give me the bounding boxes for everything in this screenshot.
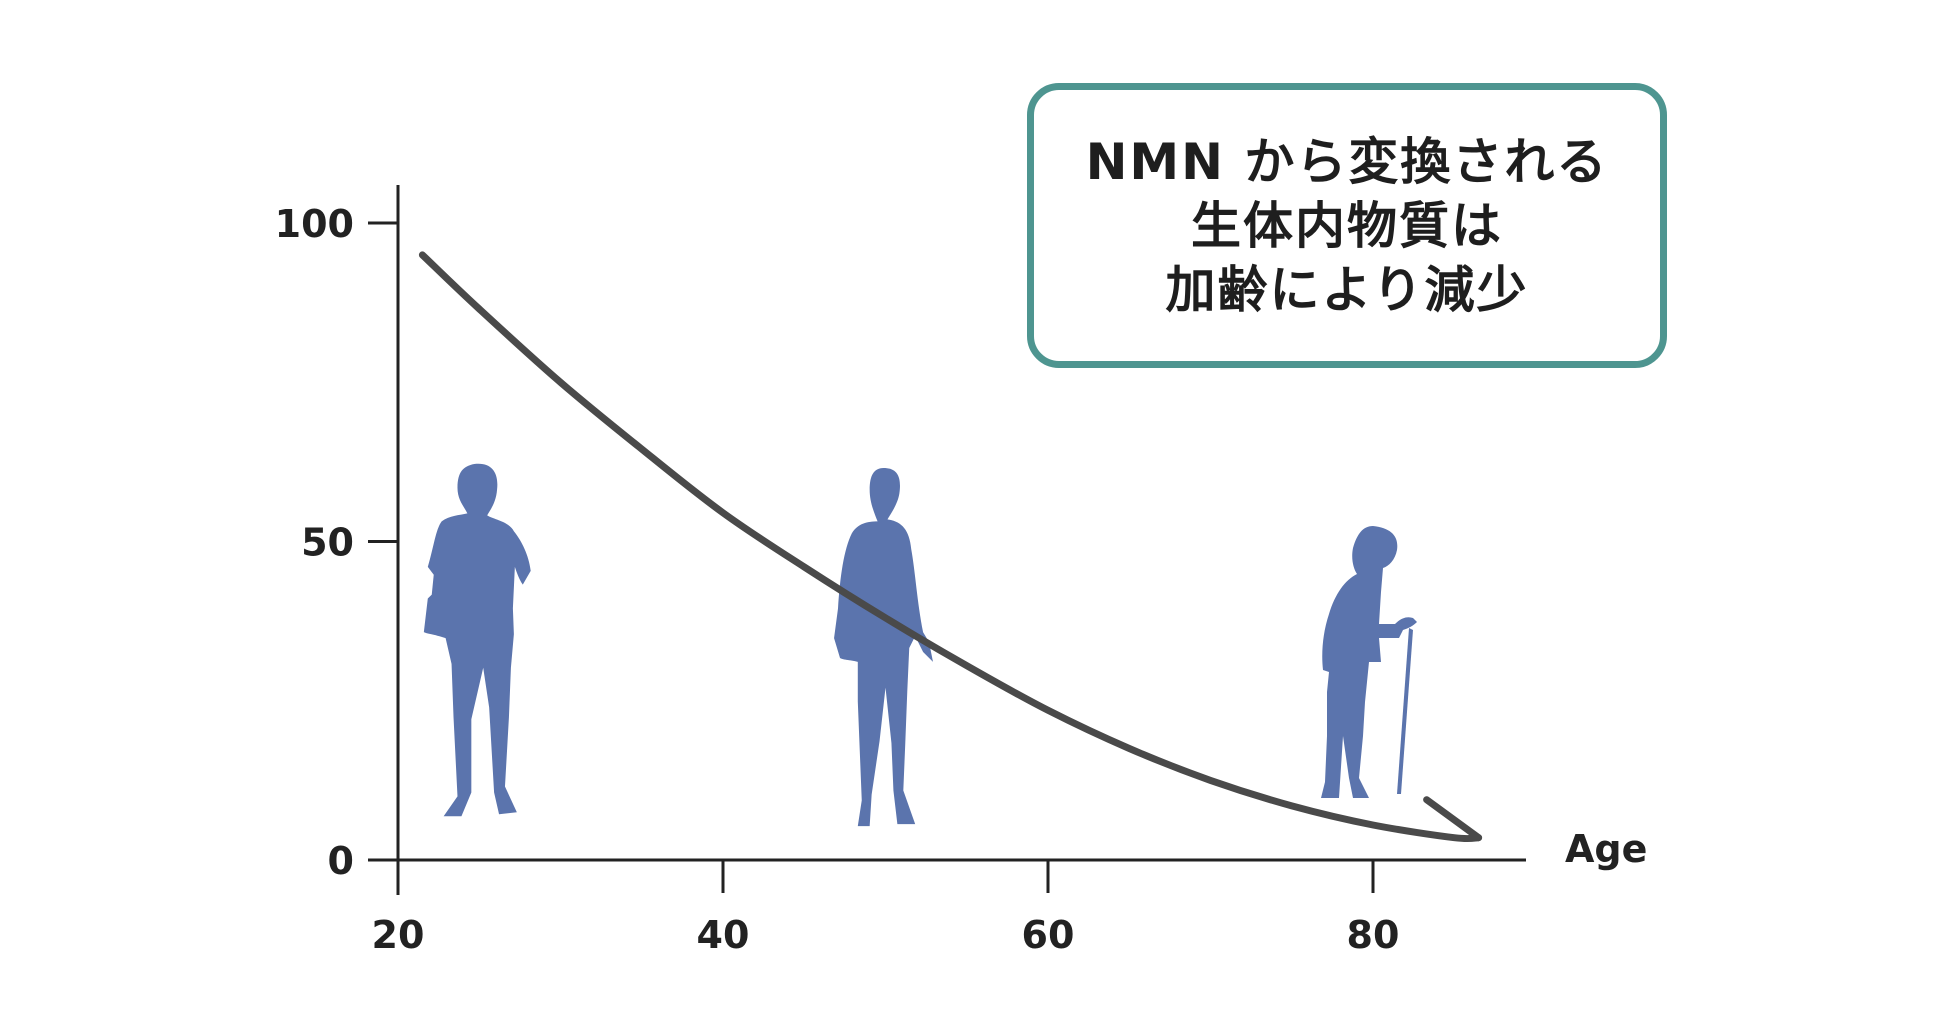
curve-arrowhead [1423,796,1483,842]
decline-curve [418,251,1483,843]
y-tick-label: 100 [275,202,354,246]
x-tick-label: 80 [1347,913,1400,957]
callout-box: NMN から変換される 生体内物質は 加齢により減少 [1027,83,1667,368]
callout-line-2: 生体内物質は [1191,196,1503,255]
x-tick-label: 20 [372,913,425,957]
x-tick-label: 40 [697,913,750,957]
middle-aged-man-icon [834,467,933,827]
x-axis-label: Age [1565,827,1647,871]
y-tick-label: 0 [328,839,354,883]
callout-line-3: 加齢により減少 [1165,260,1529,319]
elderly-man-with-cane-icon [1321,526,1417,798]
young-man-icon [423,463,531,817]
y-tick-label: 50 [301,521,354,565]
x-tick-label: 60 [1022,913,1075,957]
callout-line-1: NMN から変換される [1085,132,1609,191]
